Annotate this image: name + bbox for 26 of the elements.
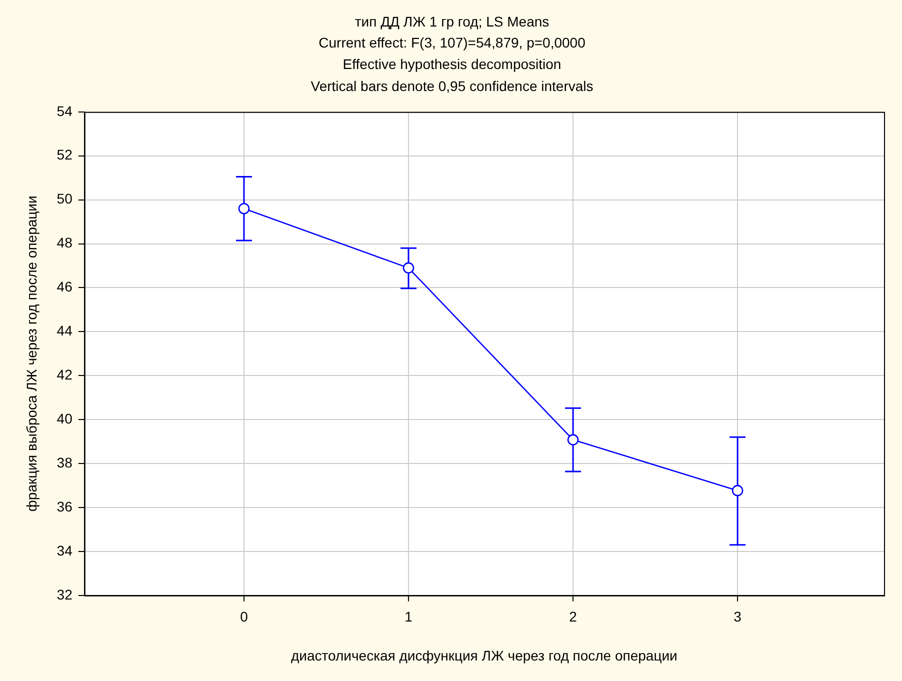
y-tick-label: 42 <box>56 366 73 382</box>
point <box>732 484 744 496</box>
y-tick-label: 38 <box>56 454 73 470</box>
point <box>238 202 250 214</box>
x-axis-title: диастолическая дисфункция ЛЖ через год после операции <box>291 647 678 664</box>
point <box>567 434 579 446</box>
y-tick-label: 46 <box>56 278 73 295</box>
y-axis-title: фракция выброса ЛЖ через год после операции <box>23 196 40 512</box>
x-tick-label: 0 <box>240 608 248 625</box>
x-tick-label: 3 <box>734 608 742 625</box>
y-tick-label: 48 <box>56 234 73 251</box>
y-tick-label: 54 <box>56 102 73 119</box>
y-tick-label: 40 <box>56 410 73 426</box>
text: Effective hypothesis decomposition <box>342 56 562 72</box>
y-tick-label: 32 <box>56 586 73 602</box>
y-tick-label: 36 <box>56 498 73 514</box>
point <box>402 262 414 274</box>
y-tick-label: 52 <box>56 146 73 163</box>
x-tick-label: 2 <box>569 608 578 625</box>
y-tick-label: 44 <box>56 322 73 339</box>
y-tick-label: 34 <box>56 542 73 558</box>
chart-subtitle: Current effect: F(3, 107)=54,879, p=0,0000 <box>318 34 586 51</box>
y-tick-label: 50 <box>56 190 73 207</box>
chart-title: тип ДД ЛЖ 1 гр год; LS Means <box>354 13 550 30</box>
x-tick-label: 1 <box>404 608 413 625</box>
text: Vertical bars denote 0,95 confidence intervals <box>310 78 594 94</box>
